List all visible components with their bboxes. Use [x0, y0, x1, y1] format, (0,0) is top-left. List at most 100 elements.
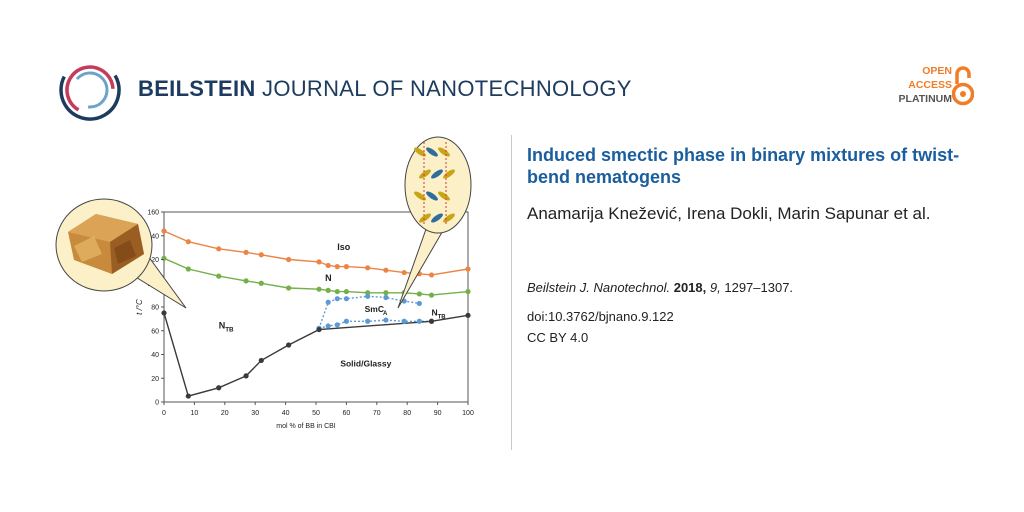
data-point-n [286, 285, 292, 291]
citation-year: 2018, [673, 280, 707, 295]
x-tick-label: 90 [434, 410, 442, 417]
data-point-n [258, 280, 264, 286]
data-point-smca [383, 294, 389, 301]
series-line-n [163, 257, 469, 296]
data-point-iso [365, 265, 371, 271]
data-point-iso [243, 249, 249, 255]
open-access-badge: OPEN ACCESS PLATINUM [899, 64, 952, 106]
afm-texture-image [68, 214, 144, 274]
molecule-shape [426, 147, 438, 157]
data-point-n [343, 288, 349, 295]
y-tick-label: 120 [147, 257, 159, 264]
label-n: N [325, 273, 332, 283]
data-point-solid-glassy [465, 312, 471, 318]
data-point-smca-lower [416, 318, 422, 324]
data-point-smca-lower [334, 322, 340, 328]
label-smca-subscript: A [383, 311, 388, 317]
data-point-smca [365, 293, 371, 299]
x-tick-label: 70 [373, 410, 381, 417]
data-point-iso [286, 256, 292, 263]
molecule-shape [426, 191, 438, 201]
data-point-solid-glassy [286, 342, 292, 348]
data-point-iso [383, 267, 389, 273]
article-title[interactable]: Induced smectic phase in binary mixtures… [527, 145, 960, 187]
data-point-iso [334, 264, 340, 270]
oa-line3: PLATINUM [898, 93, 952, 105]
brand-light: JOURNAL OF NANOTECHNOLOGY [262, 76, 632, 101]
data-point-n [383, 290, 389, 296]
data-point-solid-glassy [216, 385, 222, 391]
data-point-solid-glassy [428, 318, 435, 324]
molecular-inset-frame [404, 136, 472, 234]
data-point-smca [325, 299, 331, 305]
data-point-solid-glassy [161, 310, 167, 316]
data-point-iso [161, 228, 167, 234]
journal-name: BEILSTEIN JOURNAL OF NANOTECHNOLOGY [138, 76, 632, 102]
data-point-smca-lower [325, 323, 331, 329]
x-axis-label: mol % of BB in CBI [276, 423, 336, 430]
x-tick-label: 30 [251, 410, 259, 417]
molecule-shape [438, 191, 450, 201]
data-point-n [325, 287, 331, 293]
citation: Beilstein J. Nanotechnol. 2018, 9, 1297–… [527, 280, 793, 295]
molecule-shape [419, 169, 431, 179]
oa-line1: OPEN [922, 65, 952, 77]
data-point-smca-lower [383, 317, 389, 323]
data-point-iso [343, 264, 349, 270]
x-tick-label: 40 [282, 410, 290, 417]
data-point-smca-lower [365, 318, 371, 324]
molecule-shape [414, 147, 426, 157]
data-point-iso [465, 266, 471, 272]
data-point-solid-glassy [316, 326, 322, 333]
molecular-packing-image [414, 142, 455, 226]
article-license[interactable]: CC BY 4.0 [527, 330, 589, 345]
data-point-iso [401, 269, 407, 276]
journal-logo-icon [59, 59, 121, 121]
molecule-shape [443, 169, 455, 179]
label-iso: Iso [337, 242, 351, 252]
open-access-lock-icon [952, 66, 974, 106]
data-point-n [465, 288, 471, 295]
article-authors: Anamarija Knežević, Irena Dokli, Marin S… [527, 204, 931, 223]
x-tick-label: 10 [191, 410, 199, 417]
citation-journal: Beilstein J. Nanotechnol. [527, 280, 671, 295]
data-point-iso [185, 239, 191, 245]
x-tick-label: 80 [403, 410, 411, 417]
data-point-n [161, 255, 167, 261]
divider [511, 135, 512, 450]
y-tick-label: 160 [147, 210, 159, 217]
molecule-shape [414, 191, 426, 201]
data-point-smca [334, 296, 340, 302]
label-solid-glassy: Solid/Glassy [340, 358, 391, 368]
label-ntb-right-subscript: TB [438, 314, 447, 320]
citation-pages: 1297–1307. [724, 280, 794, 295]
x-tick-label: 100 [462, 410, 474, 417]
label-ntb-left: N [219, 320, 226, 330]
x-tick-label: 20 [221, 410, 229, 417]
article-doi[interactable]: doi:10.3762/bjnano.9.122 [527, 309, 674, 324]
x-tick-label: 0 [162, 410, 166, 417]
data-point-n [365, 290, 371, 296]
data-point-n [185, 266, 191, 272]
y-tick-label: 140 [147, 233, 159, 240]
data-point-n [428, 292, 435, 298]
data-point-smca-lower [401, 318, 407, 324]
y-tick-label: 20 [151, 376, 159, 383]
y-tick-label: 0 [155, 400, 159, 407]
label-smca: SmC [365, 304, 384, 314]
molecule-shape [438, 147, 450, 157]
data-point-n [243, 278, 249, 284]
data-point-iso [258, 252, 264, 258]
data-point-smca [416, 300, 422, 307]
citation-volume: 9, [709, 280, 721, 295]
data-point-n [416, 291, 422, 297]
x-tick-label: 60 [343, 410, 351, 417]
y-tick-label: 60 [151, 328, 159, 335]
x-tick-label: 50 [312, 410, 320, 417]
molecule-shape [419, 213, 431, 223]
brand-bold: BEILSTEIN [138, 76, 256, 101]
label-ntb-left-subscript: TB [225, 326, 234, 333]
molecule-shape [431, 169, 443, 179]
series-line-solid-glassy [163, 312, 469, 397]
